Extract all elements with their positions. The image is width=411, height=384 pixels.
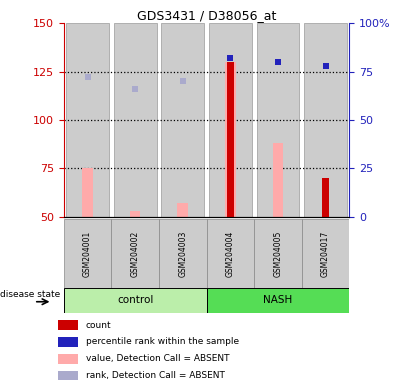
Bar	[178, 204, 188, 217]
Bar	[273, 143, 283, 217]
Bar	[322, 178, 329, 217]
Bar	[206, 288, 349, 313]
Text: GSM204004: GSM204004	[226, 230, 235, 276]
Bar	[225, 62, 236, 217]
Bar	[64, 288, 206, 313]
Bar	[304, 23, 347, 217]
Bar	[58, 354, 78, 364]
Bar	[58, 337, 78, 347]
Text: disease state: disease state	[0, 290, 60, 300]
Text: count: count	[85, 321, 111, 330]
Bar	[111, 219, 159, 288]
Bar	[82, 169, 93, 217]
Bar	[227, 62, 234, 217]
Bar	[64, 219, 111, 288]
Bar	[256, 23, 299, 217]
Text: GSM204005: GSM204005	[273, 230, 282, 276]
Bar	[159, 219, 206, 288]
Text: NASH: NASH	[263, 295, 293, 306]
Text: percentile rank within the sample: percentile rank within the sample	[85, 338, 239, 346]
Bar	[66, 23, 109, 217]
Text: GSM204017: GSM204017	[321, 230, 330, 276]
Bar	[302, 219, 349, 288]
Bar	[209, 23, 252, 217]
Text: GSM204002: GSM204002	[131, 230, 140, 276]
Bar	[58, 371, 78, 380]
Bar	[130, 211, 140, 217]
Text: GSM204003: GSM204003	[178, 230, 187, 276]
Title: GDS3431 / D38056_at: GDS3431 / D38056_at	[137, 9, 276, 22]
Bar	[114, 23, 157, 217]
Text: value, Detection Call = ABSENT: value, Detection Call = ABSENT	[85, 354, 229, 363]
Text: GSM204001: GSM204001	[83, 230, 92, 276]
Bar	[206, 219, 254, 288]
Bar	[161, 23, 204, 217]
Text: rank, Detection Call = ABSENT: rank, Detection Call = ABSENT	[85, 371, 224, 380]
Text: control: control	[117, 295, 153, 306]
Bar	[58, 321, 78, 330]
Bar	[254, 219, 302, 288]
